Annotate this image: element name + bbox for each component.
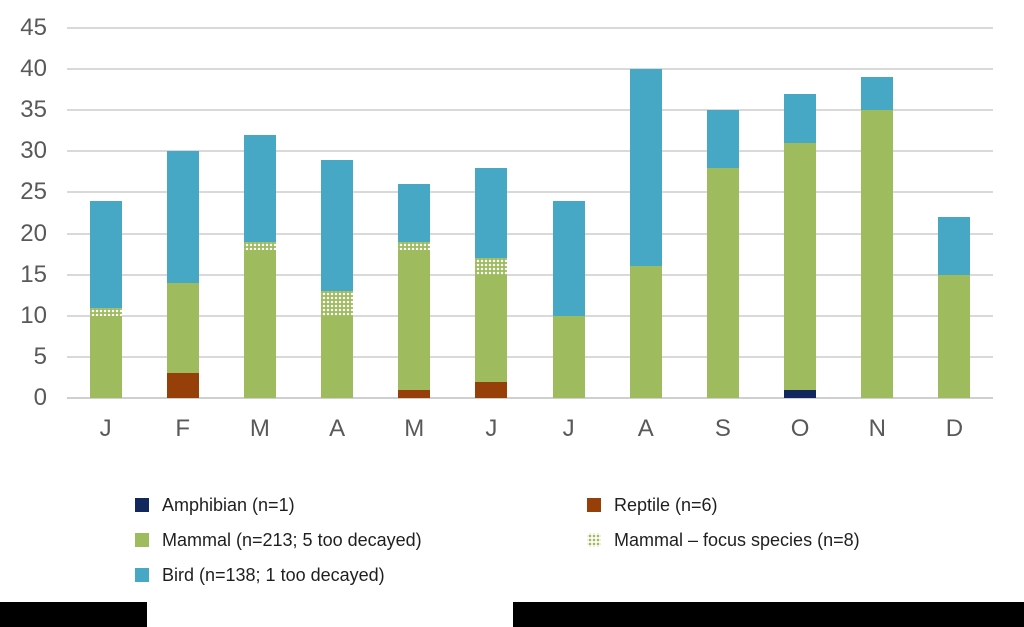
segment-mammal-focus xyxy=(243,241,276,250)
gridline-25 xyxy=(67,191,993,194)
segment-mammal xyxy=(784,143,817,390)
legend-label: Mammal – focus species (n=8) xyxy=(614,529,860,550)
bar-month-1 xyxy=(89,28,122,398)
gridline-40 xyxy=(67,68,993,71)
bar-month-5 xyxy=(398,28,431,398)
legend-swatch-icon xyxy=(587,533,601,547)
legend-swatch-icon xyxy=(135,498,149,512)
segment-mammal xyxy=(475,274,508,382)
segment-mammal xyxy=(861,110,894,398)
segment-mammal xyxy=(243,250,276,398)
gridline-35 xyxy=(67,109,993,112)
segment-mammal xyxy=(706,167,739,398)
legend-label: Bird (n=138; 1 too decayed) xyxy=(162,564,385,585)
y-axis-tick-label-0: 0 xyxy=(33,384,47,411)
segment-bird xyxy=(938,217,971,275)
legend-label: Amphibian (n=1) xyxy=(162,494,295,515)
x-axis-tick-label-2: F xyxy=(175,415,191,442)
legend-label: Reptile (n=6) xyxy=(614,494,718,515)
bar-month-3 xyxy=(243,28,276,398)
x-axis-tick-label-8: A xyxy=(637,415,654,442)
bar-month-10 xyxy=(784,28,817,398)
legend-swatch-icon xyxy=(135,568,149,582)
legend-swatch-icon xyxy=(587,498,601,512)
redaction-bar-right xyxy=(513,602,1024,627)
legend-item: Amphibian (n=1) xyxy=(135,495,295,515)
segment-reptile xyxy=(166,373,199,398)
bar-month-4 xyxy=(321,28,354,398)
segment-bird xyxy=(706,110,739,168)
segment-bird xyxy=(321,159,354,292)
segment-bird xyxy=(861,77,894,111)
gridline-20 xyxy=(67,232,993,235)
legend-item: Bird (n=138; 1 too decayed) xyxy=(135,565,385,585)
y-axis-tick-label-15: 15 xyxy=(20,260,47,288)
x-axis-tick-label-3: M xyxy=(249,415,270,442)
x-axis-tick-label-12: D xyxy=(945,415,964,442)
gridline-15 xyxy=(67,273,993,276)
segment-mammal xyxy=(166,282,199,374)
segment-reptile xyxy=(475,381,508,398)
y-axis-tick-label-25: 25 xyxy=(20,178,47,206)
redaction-bar-left xyxy=(0,602,147,627)
y-axis-tick-label-5: 5 xyxy=(33,342,47,370)
segment-mammal xyxy=(629,266,662,398)
segment-mammal xyxy=(938,274,971,398)
y-axis-tick-label-30: 30 xyxy=(20,137,47,165)
y-axis-tick-label-35: 35 xyxy=(20,96,47,124)
segment-amphibian xyxy=(784,389,817,398)
gridline-10 xyxy=(67,314,993,317)
bar-month-7 xyxy=(552,28,585,398)
y-axis-tick-label-20: 20 xyxy=(20,219,47,247)
bar-month-9 xyxy=(706,28,739,398)
bar-month-8 xyxy=(629,28,662,398)
legend-swatch-icon xyxy=(135,533,149,547)
segment-bird xyxy=(629,69,662,267)
gridline-5 xyxy=(67,355,993,358)
y-axis-tick-label-10: 10 xyxy=(20,301,47,329)
segment-mammal xyxy=(89,315,122,398)
x-axis-tick-label-10: O xyxy=(790,415,810,442)
legend-label: Mammal (n=213; 5 too decayed) xyxy=(162,529,422,550)
x-axis-tick-label-1: J xyxy=(99,415,112,442)
segment-mammal xyxy=(552,315,585,398)
x-axis-tick-label-4: A xyxy=(329,415,346,442)
legend-item: Reptile (n=6) xyxy=(587,495,718,515)
segment-bird xyxy=(475,167,508,259)
segment-mammal-focus xyxy=(321,291,354,316)
gridline-30 xyxy=(67,150,993,153)
x-axis-tick-label-7: J xyxy=(562,415,575,442)
segment-bird xyxy=(89,200,122,308)
x-axis-tick-label-6: J xyxy=(485,415,498,442)
x-axis-tick-label-9: S xyxy=(714,415,731,442)
y-axis-tick-label-45: 45 xyxy=(20,14,47,41)
bar-month-6 xyxy=(475,28,508,398)
bar-month-12 xyxy=(938,28,971,398)
segment-bird xyxy=(784,93,817,144)
legend-item: Mammal (n=213; 5 too decayed) xyxy=(135,530,422,550)
gridline-45 xyxy=(67,27,993,29)
segment-bird xyxy=(552,200,585,316)
segment-bird xyxy=(398,184,431,242)
segment-bird xyxy=(243,134,276,242)
bar-month-11 xyxy=(861,28,894,398)
bar-month-2 xyxy=(166,28,199,398)
segment-mammal-focus xyxy=(475,258,508,275)
segment-bird xyxy=(166,151,199,283)
segment-mammal-focus xyxy=(89,307,122,316)
y-axis-tick-label-40: 40 xyxy=(20,55,47,83)
segment-mammal-focus xyxy=(398,241,431,250)
segment-reptile xyxy=(398,389,431,398)
segment-mammal xyxy=(321,315,354,398)
gridline-0 xyxy=(67,397,993,399)
segment-mammal xyxy=(398,250,431,390)
x-axis-tick-label-5: M xyxy=(404,415,425,442)
legend-item: Mammal – focus species (n=8) xyxy=(587,530,860,550)
x-axis-tick-label-11: N xyxy=(868,415,886,442)
